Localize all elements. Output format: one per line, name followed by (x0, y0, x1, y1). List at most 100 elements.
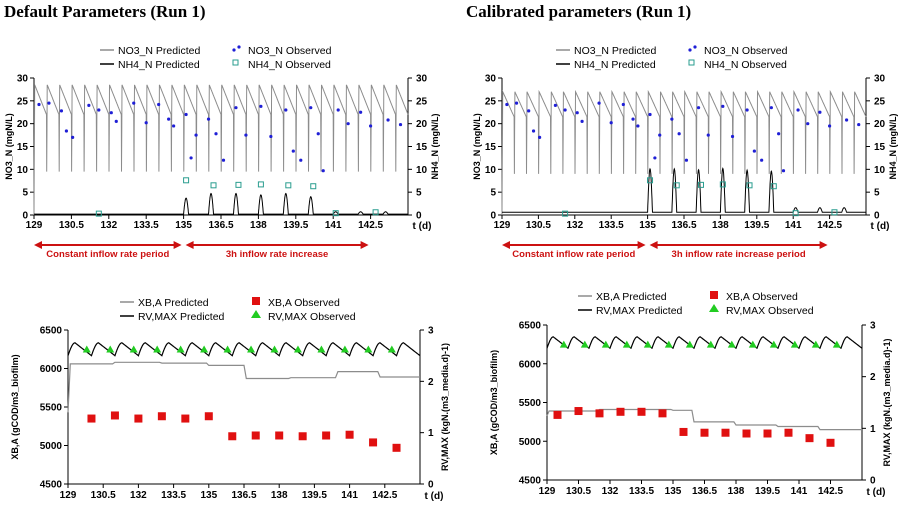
x-tick-label: 133.5 (161, 490, 186, 501)
nitrate-observed-point (563, 108, 567, 112)
xba-observed-point (763, 429, 772, 438)
y2-tick-label: 5 (416, 188, 422, 199)
y-tick-label: 5500 (40, 403, 63, 414)
xba-observed-point (369, 438, 378, 447)
nitrate-observed-point (514, 101, 519, 105)
legend-symbol (710, 291, 718, 299)
ammonium-observed-point (746, 182, 753, 189)
x-tick-label: 132 (602, 486, 619, 497)
nitrate-observed-point (631, 117, 635, 121)
x-tick-label: 139.5 (744, 220, 769, 231)
nitrate-observed-point (259, 104, 263, 108)
x-tick-label: 133.5 (629, 486, 654, 497)
y-tick-label: 25 (17, 96, 29, 107)
panel-title-default: Default Parameters (Run 1) (4, 2, 206, 21)
rvmax-observed-point (364, 345, 373, 353)
y-tick-label: 30 (485, 74, 497, 85)
y2-tick-label: 20 (874, 119, 886, 130)
rvmax-observed-point (685, 340, 694, 348)
y-tick-label: 5 (22, 188, 28, 199)
xba-observed-point (742, 429, 751, 438)
xba-observed-point (345, 430, 354, 439)
y2-tick-label: 2 (428, 377, 434, 388)
nitrate-observed-point (114, 119, 118, 123)
xba-observed-point (805, 434, 814, 443)
nitrate-observed-point (244, 133, 248, 137)
y-tick-label: 4500 (40, 480, 63, 491)
annotation-arrowhead (649, 241, 658, 249)
legend-symbol (251, 310, 261, 318)
ammonium-observed-point (310, 183, 317, 190)
nitrate-observed-point (721, 104, 725, 108)
ammonium-observed-point (673, 182, 680, 189)
y-tick-label: 6000 (40, 364, 63, 375)
x-tick-label: 142.5 (372, 490, 397, 501)
xba-observed-point (574, 407, 583, 416)
xba-observed-point (181, 414, 190, 423)
y2-tick-label: 3 (428, 326, 434, 337)
y-axis-label-left: XB,A (gCOD/m3_biofilm) (10, 354, 20, 459)
y-axis-label-left: NO3_N (mgN/L) (472, 113, 482, 180)
series-ammonium-predicted (502, 167, 866, 213)
nitrate-observed-point (398, 122, 403, 127)
annotation-label: Constant inflow rate period (512, 249, 635, 260)
x-tick-label: 133.5 (134, 220, 159, 231)
legend-label: XB,A Predicted (596, 291, 667, 303)
nitrate-observed-point (580, 119, 584, 123)
xba-observed-point (275, 431, 284, 440)
nitrate-observed-point (658, 133, 662, 137)
ammonium-observed-point (332, 210, 339, 217)
ammonium-observed-point (210, 182, 217, 189)
xba-observed-point (392, 443, 401, 452)
nitrate-observed-point (527, 109, 531, 113)
xba-observed-point (679, 427, 688, 436)
y2-tick-label: 3 (870, 321, 876, 332)
nitrate-observed-point (167, 117, 171, 121)
y-tick-label: 5500 (519, 398, 542, 409)
x-tick-label: 135 (639, 220, 656, 231)
nitrate-observed-point (760, 158, 764, 162)
y-tick-label: 4500 (519, 476, 542, 487)
y-tick-label: 10 (485, 165, 497, 176)
legend-label: RV,MAX Predicted (138, 311, 225, 323)
nitrate-observed-point (87, 103, 91, 107)
ammonium-observed-point (647, 177, 654, 184)
xba-observed-point (616, 407, 625, 416)
nitrate-observed-point (284, 108, 288, 112)
x-tick-label: 141 (785, 220, 802, 231)
rvmax-observed-point (129, 345, 138, 353)
x-tick-label: 141 (791, 486, 808, 497)
nitrate-observed-point (696, 106, 701, 110)
xba-observed-point (204, 412, 213, 421)
series-ammonium-predicted (34, 192, 408, 215)
y-axis-label-right: RV,MAX (kgN.(m3_media.d)-1) (882, 338, 892, 466)
series-xba-predicted (546, 408, 862, 431)
x-tick-label: 132 (566, 220, 583, 231)
y2-tick-label: 30 (416, 74, 428, 85)
y-tick-label: 6500 (519, 321, 542, 332)
nitrate-observed-point (206, 117, 211, 121)
x-tick-label: 136.5 (231, 490, 256, 501)
legend-square (232, 59, 239, 66)
legend-label: NH4_N Predicted (118, 59, 200, 71)
xba-observed-point (322, 431, 331, 440)
rvmax-observed-point (769, 340, 778, 348)
panel-title-calibrated: Calibrated parameters (Run 1) (466, 2, 692, 21)
xba-observed-point (157, 412, 166, 421)
y-tick-label: 15 (485, 142, 497, 153)
y-axis-label-left: NO3_N (mgN/L) (4, 113, 14, 180)
nitrate-observed-point (684, 158, 689, 162)
x-tick-label: 136.5 (692, 486, 717, 497)
nitrate-observed-point (184, 112, 188, 117)
y-tick-label: 20 (485, 119, 497, 130)
y-tick-label: 20 (17, 119, 29, 130)
chart-calibrated-nitrogen: 129 130.5 132 133.5 135 136.5 138 139.5 141 142.5… (472, 45, 898, 260)
legend-square (710, 291, 718, 299)
rvmax-observed-point (664, 340, 673, 348)
nitrate-observed-point (109, 111, 113, 115)
rvmax-observed-point (811, 340, 820, 348)
xba-observed-point (637, 407, 646, 416)
x-tick-label: 130.5 (91, 490, 116, 501)
x-tick-label: 132 (100, 220, 117, 231)
